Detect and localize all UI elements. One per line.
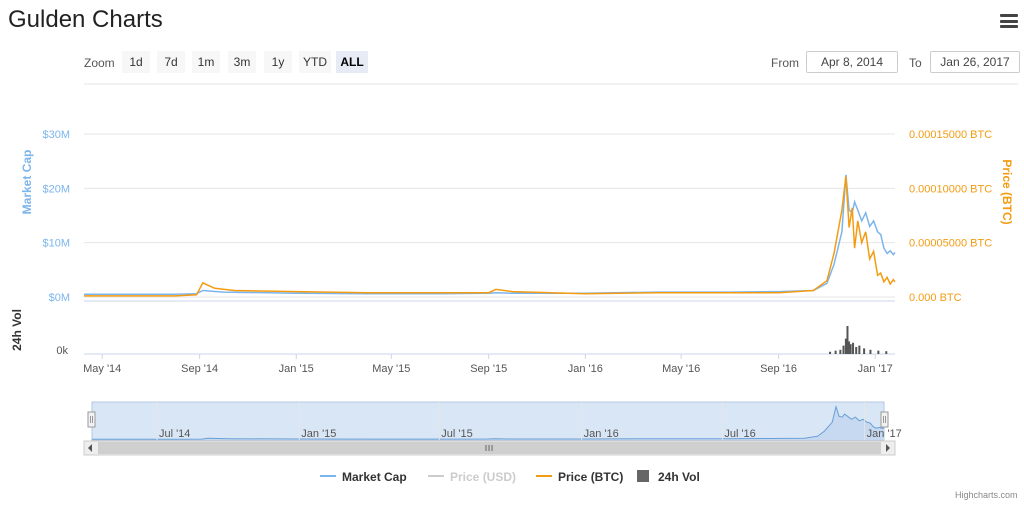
x-tick-label: Jan '15 xyxy=(279,363,314,375)
x-tick-label: Sep '15 xyxy=(470,363,507,375)
to-date-input[interactable]: Jan 26, 2017 xyxy=(930,51,1020,73)
navigator-tick-label: Jul '14 xyxy=(159,428,190,440)
y-right-tick-label: 0.00015000 BTC xyxy=(909,129,992,141)
x-tick-label: Jan '17 xyxy=(858,363,893,375)
y-left-tick-label: $0M xyxy=(49,292,70,304)
volume-axis-title: 24h Vol xyxy=(10,309,24,351)
navigator-area xyxy=(92,406,884,440)
x-tick-label: Jan '16 xyxy=(568,363,603,375)
volume-bar xyxy=(858,345,861,354)
scrollbar-thumb xyxy=(98,442,881,454)
volume-bar xyxy=(848,341,851,354)
y-right-tick-label: 0.00005000 BTC xyxy=(909,238,992,250)
zoom-label: Zoom xyxy=(84,56,115,70)
y-right-axis-title: Price (BTC) xyxy=(1000,159,1014,224)
navigator-tick-label: Jul '15 xyxy=(441,428,472,440)
series-line-market-cap xyxy=(84,174,896,296)
scroll-right-arrow-icon xyxy=(886,444,890,452)
navigator-handle-right xyxy=(880,411,889,428)
y-right-tick-label: 0.00010000 BTC xyxy=(909,183,992,195)
navigator-tick-label: Jan '16 xyxy=(584,428,619,440)
series-line-price-btc xyxy=(84,176,896,297)
legend-symbol xyxy=(637,470,649,482)
y-right-tick-label: 0.000 BTC xyxy=(909,292,962,304)
navigator-selection xyxy=(91,401,885,441)
scrollbar-track xyxy=(83,440,896,456)
y-left-tick-label: $20M xyxy=(42,183,70,195)
volume-bar xyxy=(844,338,847,354)
legend-label: Market Cap xyxy=(342,470,407,484)
x-tick-label: Sep '14 xyxy=(181,363,218,375)
credits-link[interactable]: Highcharts.com xyxy=(955,490,1018,500)
x-tick-label: May '16 xyxy=(662,363,700,375)
volume-bar xyxy=(839,349,842,354)
scroll-left-arrow-icon xyxy=(88,444,92,452)
volume-bar xyxy=(829,351,832,354)
zoom-button-1y[interactable]: 1y xyxy=(264,51,292,73)
zoom-button-ytd[interactable]: YTD xyxy=(299,51,331,73)
volume-bar xyxy=(852,342,855,354)
y-left-tick-label: $30M xyxy=(42,129,70,141)
legend-label: Price (BTC) xyxy=(558,470,623,484)
page-title: Gulden Charts xyxy=(8,6,163,33)
zoom-button-1d[interactable]: 1d xyxy=(122,51,150,73)
zoom-button-3m[interactable]: 3m xyxy=(228,51,256,73)
y-left-axis-title: Market Cap xyxy=(20,150,34,215)
volume-bar xyxy=(846,326,849,354)
from-label: From xyxy=(771,56,799,70)
volume-bar xyxy=(885,351,888,354)
volume-bar xyxy=(863,348,866,354)
navigator-tick-label: Jan '17 xyxy=(867,428,902,440)
navigator-tick-label: Jan '15 xyxy=(301,428,336,440)
volume-bar xyxy=(849,344,852,354)
zoom-button-7d[interactable]: 7d xyxy=(157,51,185,73)
hamburger-menu-icon[interactable] xyxy=(1000,14,1018,28)
navigator-tick-label: Jul '16 xyxy=(724,428,755,440)
volume-tick-label: 0k xyxy=(56,345,68,357)
volume-bar xyxy=(855,347,858,354)
x-tick-label: Sep '16 xyxy=(760,363,797,375)
volume-bar xyxy=(877,350,880,354)
legend-label: Price (USD) xyxy=(450,470,516,484)
volume-bar xyxy=(834,350,837,354)
to-label: To xyxy=(909,56,922,70)
y-left-tick-label: $10M xyxy=(42,238,70,250)
zoom-button-1m[interactable]: 1m xyxy=(192,51,220,73)
zoom-button-all[interactable]: ALL xyxy=(336,51,368,73)
x-tick-label: May '14 xyxy=(83,363,121,375)
volume-bar xyxy=(869,349,872,354)
volume-bar xyxy=(842,345,845,354)
from-date-input[interactable]: Apr 8, 2014 xyxy=(806,51,898,73)
navigator-handle-left xyxy=(87,411,96,428)
legend-label: 24h Vol xyxy=(658,470,700,484)
x-tick-label: May '15 xyxy=(372,363,410,375)
navigator-series-line xyxy=(92,404,885,440)
